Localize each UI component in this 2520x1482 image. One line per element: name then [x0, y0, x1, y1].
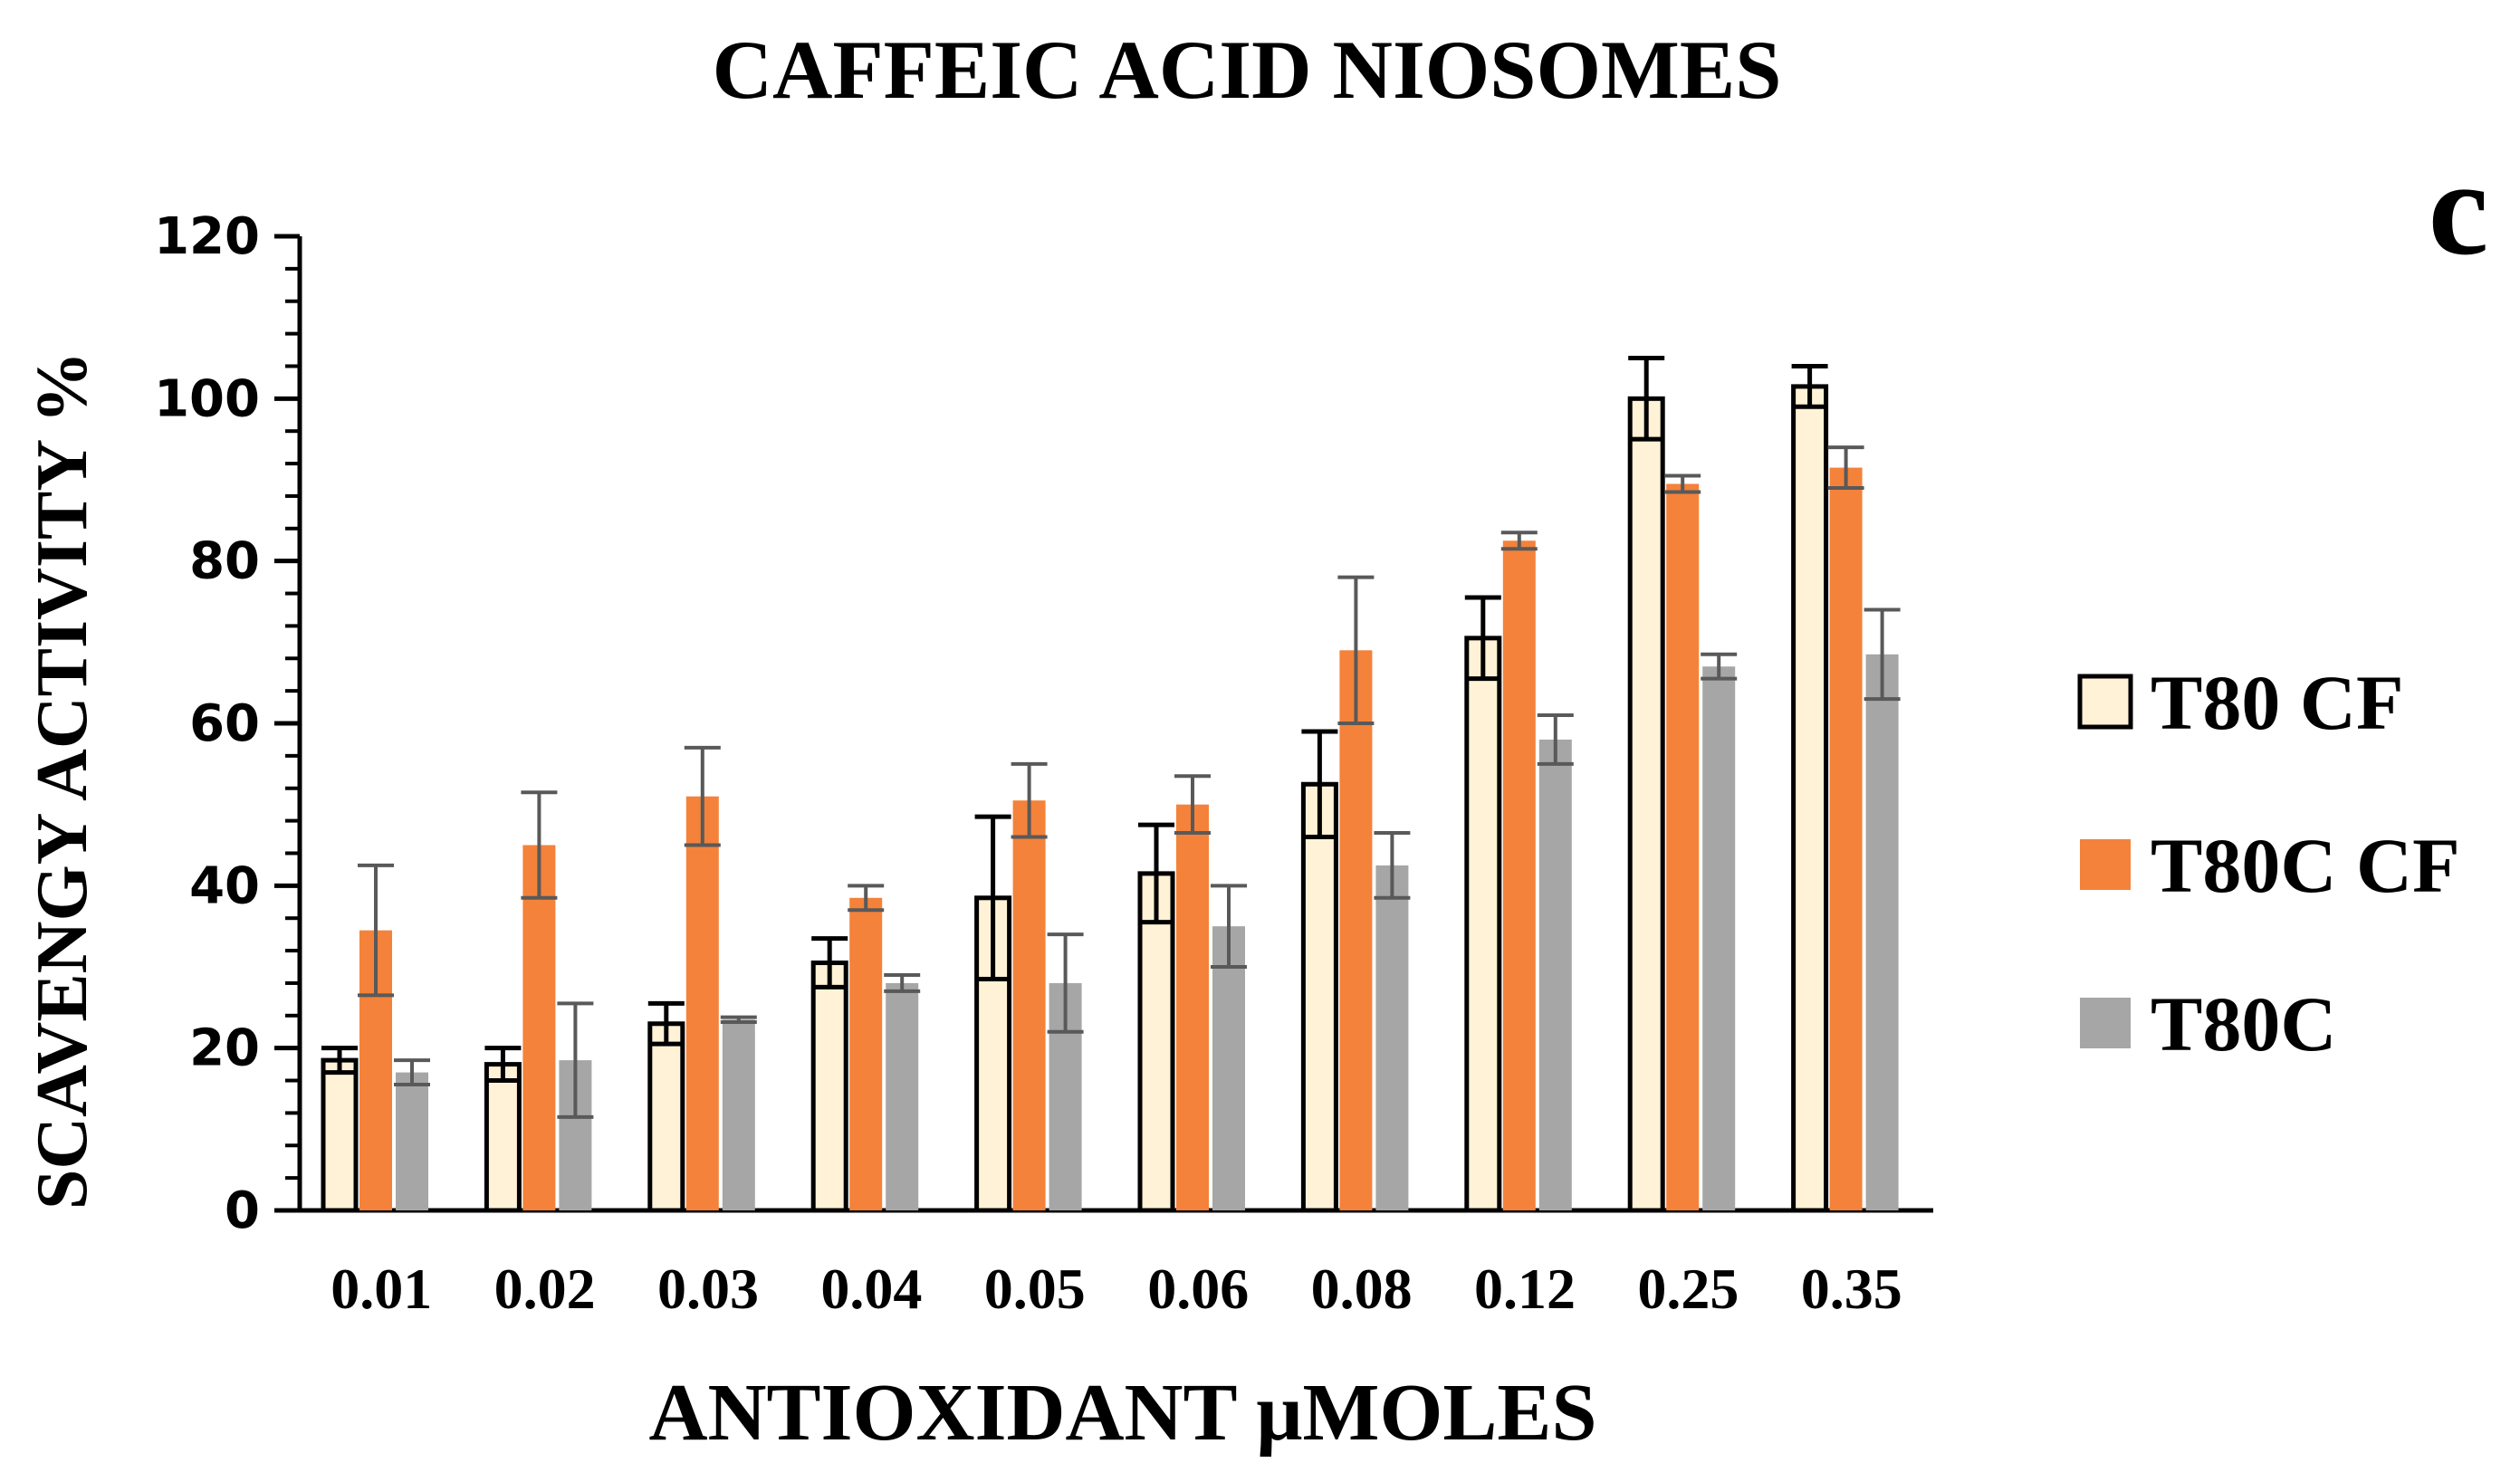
- bar: [321, 1057, 359, 1213]
- bar: [810, 961, 848, 1213]
- bar: [1339, 650, 1373, 1210]
- bar: [1012, 800, 1046, 1210]
- y-tick-label: 40: [189, 856, 260, 915]
- y-tick-label: 60: [189, 694, 260, 753]
- bar: [484, 1062, 522, 1213]
- x-tick-label: 0.03: [657, 1257, 759, 1321]
- bar: [1791, 384, 1829, 1213]
- bar: [1538, 739, 1572, 1210]
- bar: [1627, 396, 1665, 1213]
- bar: [396, 1072, 428, 1210]
- legend: T80 CF T80C CF T80C: [2077, 659, 2460, 1067]
- legend-swatch: [2080, 998, 2131, 1048]
- x-axis-label: ANTIOXIDANT μMOLES: [648, 1368, 1596, 1458]
- bar: [1865, 654, 1899, 1210]
- bar: [1702, 666, 1736, 1210]
- bar: [1300, 781, 1338, 1213]
- legend-swatch: [2077, 674, 2133, 730]
- bar: [1829, 467, 1863, 1210]
- y-tick-label: 120: [154, 207, 260, 266]
- legend-swatch: [2080, 839, 2131, 890]
- x-tick-label: 0.02: [494, 1257, 596, 1321]
- bar: [647, 1021, 685, 1213]
- x-tick-label: 0.06: [1147, 1257, 1249, 1321]
- x-tick-label: 0.04: [820, 1257, 922, 1321]
- bar: [1137, 871, 1175, 1213]
- bar: [722, 1019, 755, 1210]
- y-tick-label: 100: [154, 369, 260, 428]
- bar: [1464, 636, 1502, 1213]
- x-tick-label: 0.05: [984, 1257, 1086, 1321]
- bar: [1176, 804, 1209, 1210]
- legend-label: T80 CF: [2151, 659, 2404, 746]
- plot-area: 0 20 40 60 80 100 120 0.01 0.02 0.03 0.04 0.05 0.06 0…: [154, 207, 1933, 1321]
- x-tick-label: 0.35: [1801, 1257, 1902, 1321]
- bar: [1666, 483, 1700, 1210]
- bar: [849, 897, 883, 1210]
- x-tick-label: 0.08: [1311, 1257, 1413, 1321]
- y-tick-label: 20: [189, 1019, 260, 1078]
- bar: [886, 982, 919, 1210]
- legend-label: T80C CF: [2151, 822, 2460, 909]
- bar: [1212, 926, 1245, 1210]
- x-tick-label: 0.01: [331, 1257, 432, 1321]
- bar: [1375, 865, 1409, 1210]
- panel-label: c: [2429, 133, 2489, 283]
- y-axis-label: SCAVENGY ACTIVITY %: [23, 351, 102, 1210]
- y-tick-label: 0: [225, 1181, 260, 1240]
- bar: [522, 845, 556, 1210]
- x-tick-label: 0.12: [1474, 1257, 1576, 1321]
- bar: [1502, 540, 1536, 1210]
- legend-label: T80C: [2151, 980, 2336, 1067]
- bar: [685, 796, 719, 1210]
- chart-title: CAFFEIC ACID NIOSOMES: [713, 24, 1782, 116]
- x-tick-label: 0.25: [1637, 1257, 1739, 1321]
- y-tick-label: 80: [189, 532, 260, 591]
